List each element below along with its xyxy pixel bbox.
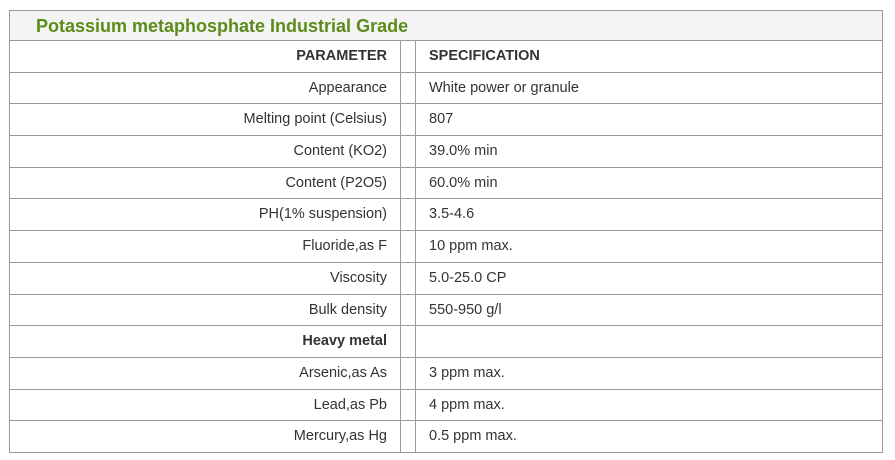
table-row: Viscosity 5.0-25.0 CP [10,262,882,295]
table-row: Heavy metal [10,326,882,358]
parameter-cell: Melting point (Celsius) [10,104,401,136]
specification-cell: 807 [415,104,882,136]
table-row: PARAMETER SPECIFICATION [10,41,882,73]
table-row: Arsenic,as As 3 ppm max. [10,357,882,390]
specification-cell: SPECIFICATION [415,41,882,72]
specification-cell: 0.5 ppm max. [415,421,882,452]
spec-table: Potassium metaphosphate Industrial Grade… [9,10,883,453]
table-row: Content (KO2) 39.0% min [10,136,882,168]
parameter-cell: Bulk density [10,294,401,326]
table-row: Content (P2O5) 60.0% min [10,167,882,200]
parameter-cell: Viscosity [10,262,401,294]
parameter-cell: Content (KO2) [10,136,401,167]
specification-cell: 550-950 g/l [415,294,882,326]
parameter-cell: Arsenic,as As [10,357,401,389]
table-row: Fluoride,as F 10 ppm max. [10,231,882,263]
specification-cell: 39.0% min [415,136,882,167]
table-row: Mercury,as Hg 0.5 ppm max. [10,421,882,453]
parameter-cell: PARAMETER [10,41,401,72]
specification-cell: 3.5-4.6 [415,199,882,231]
specification-cell: 60.0% min [415,167,882,199]
table-row: Appearance White power or granule [10,72,882,105]
specification-cell: 3 ppm max. [415,357,882,389]
table-row: PH(1% suspension) 3.5-4.6 [10,199,882,232]
table-row: Lead,as Pb 4 ppm max. [10,389,882,422]
parameter-cell: Fluoride,as F [10,231,401,262]
parameter-cell: PH(1% suspension) [10,199,401,231]
specification-cell: White power or granule [415,72,882,104]
parameter-cell: Content (P2O5) [10,167,401,199]
specification-cell: 10 ppm max. [415,231,882,262]
parameter-cell: Heavy metal [10,326,401,357]
parameter-cell: Mercury,as Hg [10,421,401,452]
table-row: Bulk density 550-950 g/l [10,294,882,327]
table-title: Potassium metaphosphate Industrial Grade [10,11,882,41]
specification-cell: 4 ppm max. [415,389,882,421]
specification-cell [415,326,882,357]
parameter-cell: Appearance [10,72,401,104]
table-row: Melting point (Celsius) 807 [10,104,882,137]
specification-cell: 5.0-25.0 CP [415,262,882,294]
parameter-cell: Lead,as Pb [10,389,401,421]
table-body: PARAMETER SPECIFICATION Appearance White po… [10,41,882,453]
